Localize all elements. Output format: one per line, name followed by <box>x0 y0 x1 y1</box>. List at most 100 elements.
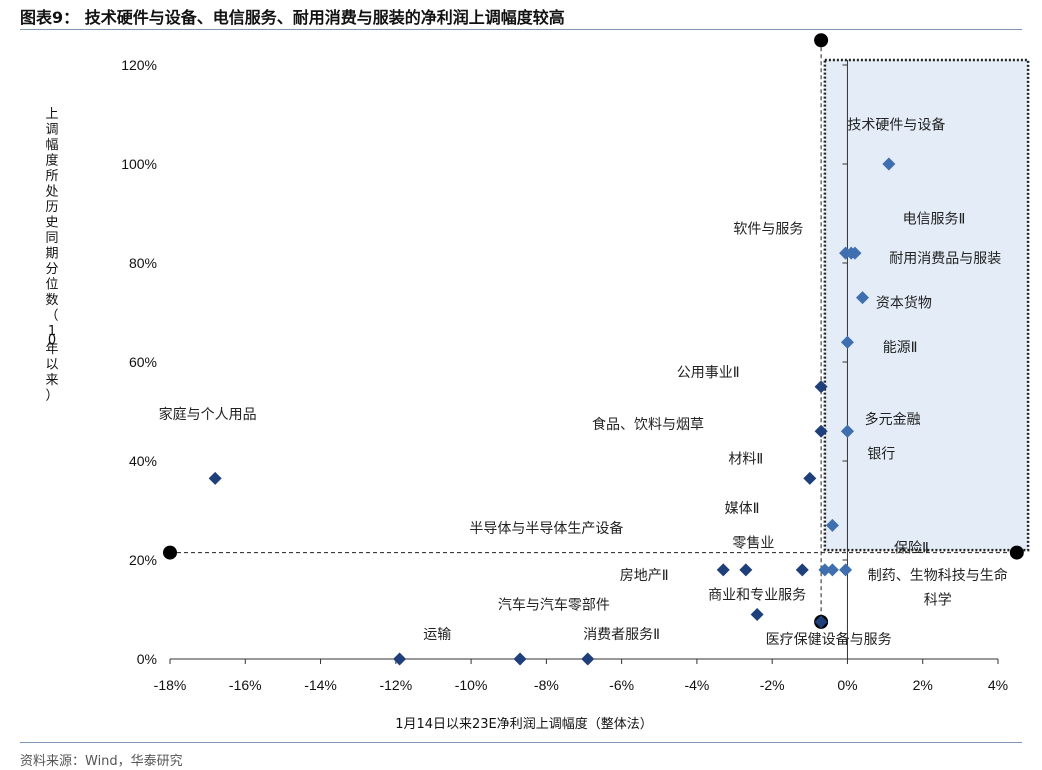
data-point <box>839 246 853 260</box>
x-tick-label: -8% <box>534 677 559 693</box>
data-point <box>513 652 527 666</box>
point-label: 多元金融 <box>865 411 921 428</box>
y-axis-title-char: 期 <box>45 247 58 262</box>
data-point <box>825 518 839 532</box>
data-point <box>814 380 828 394</box>
y-tick-label: 120% <box>121 57 157 73</box>
x-tick-label: -16% <box>229 677 262 693</box>
point-label: 制药、生物科技与生命 <box>868 567 1008 584</box>
title-divider <box>20 29 1022 30</box>
reference-point <box>163 545 177 560</box>
y-tick-label: 60% <box>129 354 157 370</box>
source-note: 资料来源：Wind，华泰研究 <box>20 754 183 769</box>
data-point <box>393 652 407 666</box>
y-axis-title-char: 历 <box>45 200 58 215</box>
data-point <box>750 607 764 621</box>
data-point <box>825 563 839 577</box>
y-axis-title-char: 0 <box>48 333 56 348</box>
y-axis-title-char: 来 <box>45 373 58 388</box>
x-tick-label: -12% <box>379 677 412 693</box>
y-axis-title-char: 位 <box>45 278 58 293</box>
x-axis-title: 1月14日以来23E净利润上调幅度（整体法） <box>395 716 653 732</box>
point-label: 消费者服务Ⅱ <box>583 627 660 643</box>
point-label: 医疗保健设备与服务 <box>766 631 892 648</box>
point-label: 运输 <box>423 627 451 643</box>
point-label: 电信服务Ⅱ <box>903 211 966 227</box>
data-point <box>882 157 896 171</box>
y-tick-label: 80% <box>129 255 157 271</box>
data-points <box>208 157 896 666</box>
point-label: 能源Ⅱ <box>883 340 918 356</box>
data-point <box>839 563 853 577</box>
x-tick-label: -6% <box>609 677 634 693</box>
y-axis-title-char: 史 <box>45 216 58 231</box>
point-label: 媒体Ⅱ <box>725 501 760 517</box>
point-label: 半导体与半导体生产设备 <box>469 520 623 537</box>
point-label: 科学 <box>924 593 952 609</box>
y-tick-label: 100% <box>121 156 157 172</box>
y-axis-title-char: 以 <box>45 358 58 373</box>
data-point <box>818 563 832 577</box>
data-point <box>795 563 809 577</box>
x-tick-label: 4% <box>988 677 1008 693</box>
reference-point <box>1009 545 1024 560</box>
data-point <box>848 246 862 260</box>
data-point <box>739 563 753 577</box>
y-axis-title-char: 上 <box>45 107 58 122</box>
point-label: 汽车与汽车零部件 <box>498 597 610 614</box>
highlight-region <box>823 58 1030 552</box>
x-tick-label: -10% <box>455 677 488 693</box>
y-axis-title-char: （ <box>45 309 58 324</box>
y-axis-title-char: 分 <box>45 262 58 277</box>
point-label: 银行 <box>867 447 895 463</box>
point-label: 商业和专业服务 <box>708 588 806 604</box>
y-tick-label: 0% <box>137 651 157 667</box>
data-point <box>840 424 854 438</box>
footer-divider <box>20 742 1022 743</box>
x-tick-label: -18% <box>154 677 187 693</box>
data-point <box>581 652 595 666</box>
y-axis-title-char: 调 <box>45 123 58 138</box>
data-point <box>803 471 817 485</box>
point-label: 材料Ⅱ <box>728 451 763 467</box>
y-axis-title-char: ） <box>45 389 58 404</box>
data-point <box>856 291 870 305</box>
point-label: 保险Ⅱ <box>894 541 929 557</box>
point-label: 食品、饮料与烟草 <box>592 416 704 433</box>
y-axis-title-char: 数 <box>45 293 58 308</box>
y-axis-title-char: 1 <box>48 324 56 339</box>
y-axis-title-char: 年 <box>45 342 58 357</box>
x-tick-label: 2% <box>913 677 933 693</box>
data-point <box>716 563 730 577</box>
y-axis-title-char: 所 <box>45 169 58 184</box>
point-label: 耐用消费品与服装 <box>889 251 1001 267</box>
y-axis-title-char: 同 <box>45 231 58 246</box>
point-label: 软件与服务 <box>733 221 803 237</box>
data-point <box>814 615 828 629</box>
data-point <box>840 335 854 349</box>
y-axis-title-char: 幅 <box>45 138 58 153</box>
point-label: 资本货物 <box>876 295 932 312</box>
point-label: 房地产Ⅱ <box>620 568 669 584</box>
reference-point <box>814 33 829 48</box>
x-axis-ticks: -18% -16% -14% -12% -10% -8% -6% -4% -2% 0% 2% 4% <box>154 659 1008 693</box>
x-tick-label: -2% <box>760 677 785 693</box>
y-tick-label: 20% <box>129 552 157 568</box>
y-axis-title-char: 度 <box>45 153 58 169</box>
y-axis-ticks: 0% 20% 40% 60% 80% 100% 120% <box>121 57 848 667</box>
point-label: 公用事业Ⅱ <box>677 365 740 381</box>
point-label: 零售业 <box>732 536 774 552</box>
x-tick-label: 0% <box>837 677 857 693</box>
data-point <box>208 471 222 485</box>
y-tick-label: 40% <box>129 453 157 469</box>
chart-title: 图表9： 技术硬件与设备、电信服务、耐用消费与服装的净利润上调幅度较高 <box>20 8 565 27</box>
data-point <box>814 424 828 438</box>
point-label: 家庭与个人用品 <box>159 406 257 423</box>
y-axis-title-char: 处 <box>45 185 58 200</box>
x-tick-label: -14% <box>304 677 337 693</box>
point-label: 技术硬件与设备 <box>847 116 945 133</box>
x-tick-label: -4% <box>684 677 709 693</box>
